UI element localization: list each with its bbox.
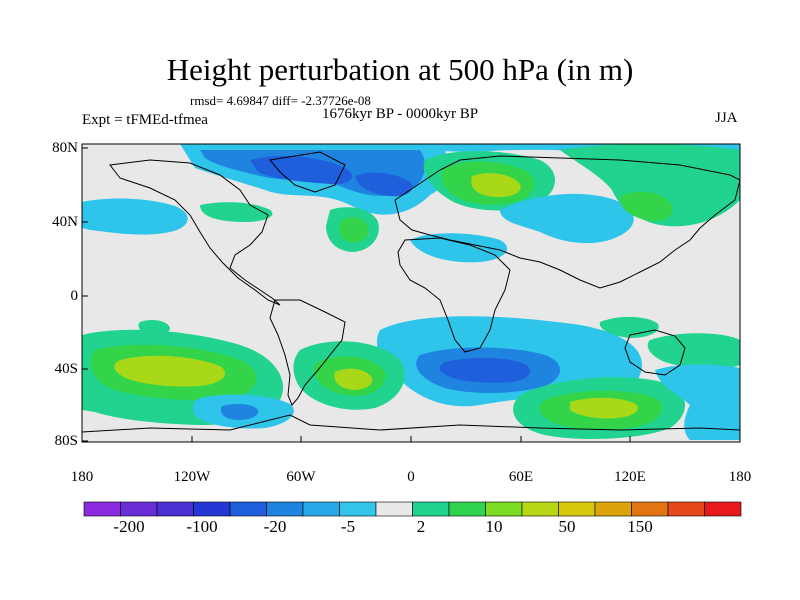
contour-equator-green-asia bbox=[599, 316, 659, 338]
colorbar-label-minus-100: -100 bbox=[186, 517, 218, 536]
colorbar-swatch bbox=[448, 501, 486, 517]
colorbar-swatch bbox=[83, 501, 121, 517]
contour-east-atlantic-deep-blue bbox=[355, 172, 413, 197]
colorbar-swatch bbox=[704, 501, 742, 517]
lon-label-120w: 120W bbox=[173, 469, 211, 485]
lon-label-180-east: 180 bbox=[728, 469, 752, 485]
coastlines bbox=[82, 151, 740, 433]
africa-outline bbox=[397, 237, 511, 353]
lon-label-120e: 120E bbox=[614, 469, 646, 485]
lon-label-180-west: 180 bbox=[70, 469, 94, 485]
rmsd-diff-stats: rmsd= 4.69847 diff= -2.37726e-08 bbox=[190, 93, 371, 108]
lat-label-80s: 80S bbox=[54, 433, 78, 449]
contour-north-africa-light-blue bbox=[410, 233, 508, 263]
greenland-outline bbox=[269, 151, 346, 193]
contour-north-pacific-green bbox=[560, 144, 740, 227]
time-period: 1676kyr BP - 0000kyr BP bbox=[322, 106, 479, 122]
colorbar-label-10: 10 bbox=[485, 517, 503, 536]
lon-label-60w: 60W bbox=[286, 469, 316, 485]
contour-far-southeast-pacific-light-blue bbox=[655, 364, 740, 440]
contour-central-asia-light-blue bbox=[500, 193, 634, 244]
australia-outline bbox=[624, 329, 686, 376]
colorbar-swatch bbox=[667, 501, 705, 517]
colorbar-swatch bbox=[302, 501, 340, 517]
lat-label-80n: 80N bbox=[52, 140, 78, 156]
contour-south-pacific-yellow-green bbox=[114, 355, 226, 387]
contour-southeast-pacific-mid-blue bbox=[220, 403, 259, 420]
contour-northeast-pacific-light-blue bbox=[82, 198, 188, 235]
colorbar-swatch bbox=[594, 501, 632, 517]
contour-southern-ocean-yellow-green bbox=[570, 397, 638, 419]
antarctica-outline bbox=[82, 414, 740, 433]
colorbar-label-50: 50 bbox=[558, 517, 576, 536]
experiment-label: Expt = tFMEd-tfmea bbox=[82, 112, 208, 128]
colorbar-swatch bbox=[120, 501, 158, 517]
colorbar-swatch bbox=[193, 501, 231, 517]
colorbar-swatch bbox=[339, 501, 377, 517]
colorbar-swatch bbox=[156, 501, 194, 517]
colorbar-swatch bbox=[375, 501, 413, 517]
colorbar-swatch bbox=[631, 501, 669, 517]
colorbar-label-minus-5: -5 bbox=[340, 517, 356, 536]
season-label: JJA bbox=[715, 110, 738, 126]
colorbar-label-2: 2 bbox=[416, 517, 426, 536]
lon-label-0: 0 bbox=[407, 469, 415, 485]
contour-atlantic-lime bbox=[339, 217, 369, 243]
contour-greenland-deep-blue bbox=[250, 155, 353, 185]
lat-label-40s: 40S bbox=[54, 361, 78, 377]
contour-field bbox=[82, 144, 740, 442]
colorbar bbox=[83, 501, 742, 517]
lon-label-60e: 60E bbox=[508, 469, 534, 485]
map-title: Height perturbation at 500 hPa (in m) bbox=[166, 52, 634, 87]
lat-label-40n: 40N bbox=[52, 214, 78, 230]
north-america-outline bbox=[109, 159, 281, 306]
contour-south-atlantic-yellow-green bbox=[334, 368, 373, 390]
europe-asia-outline bbox=[394, 155, 740, 289]
colorbar-swatch bbox=[266, 501, 304, 517]
contour-eurasia-yellow-green bbox=[471, 173, 521, 198]
contour-south-indian-deep-blue bbox=[439, 357, 531, 383]
colorbar-swatch bbox=[229, 501, 267, 517]
lat-label-0: 0 bbox=[70, 288, 79, 304]
colorbar-swatch bbox=[485, 501, 523, 517]
axis-ticks bbox=[82, 147, 631, 442]
contour-north-pacific-lime bbox=[619, 191, 673, 222]
colorbar-swatch bbox=[521, 501, 559, 517]
colorbar-label-minus-200: -200 bbox=[113, 517, 145, 536]
south-america-outline bbox=[269, 299, 346, 406]
colorbar-label-minus-20: -20 bbox=[263, 517, 287, 536]
colorbar-label-150: 150 bbox=[627, 517, 653, 536]
colorbar-swatch bbox=[558, 501, 596, 517]
contour-east-australia-green bbox=[647, 333, 740, 370]
colorbar-swatch bbox=[412, 501, 450, 517]
